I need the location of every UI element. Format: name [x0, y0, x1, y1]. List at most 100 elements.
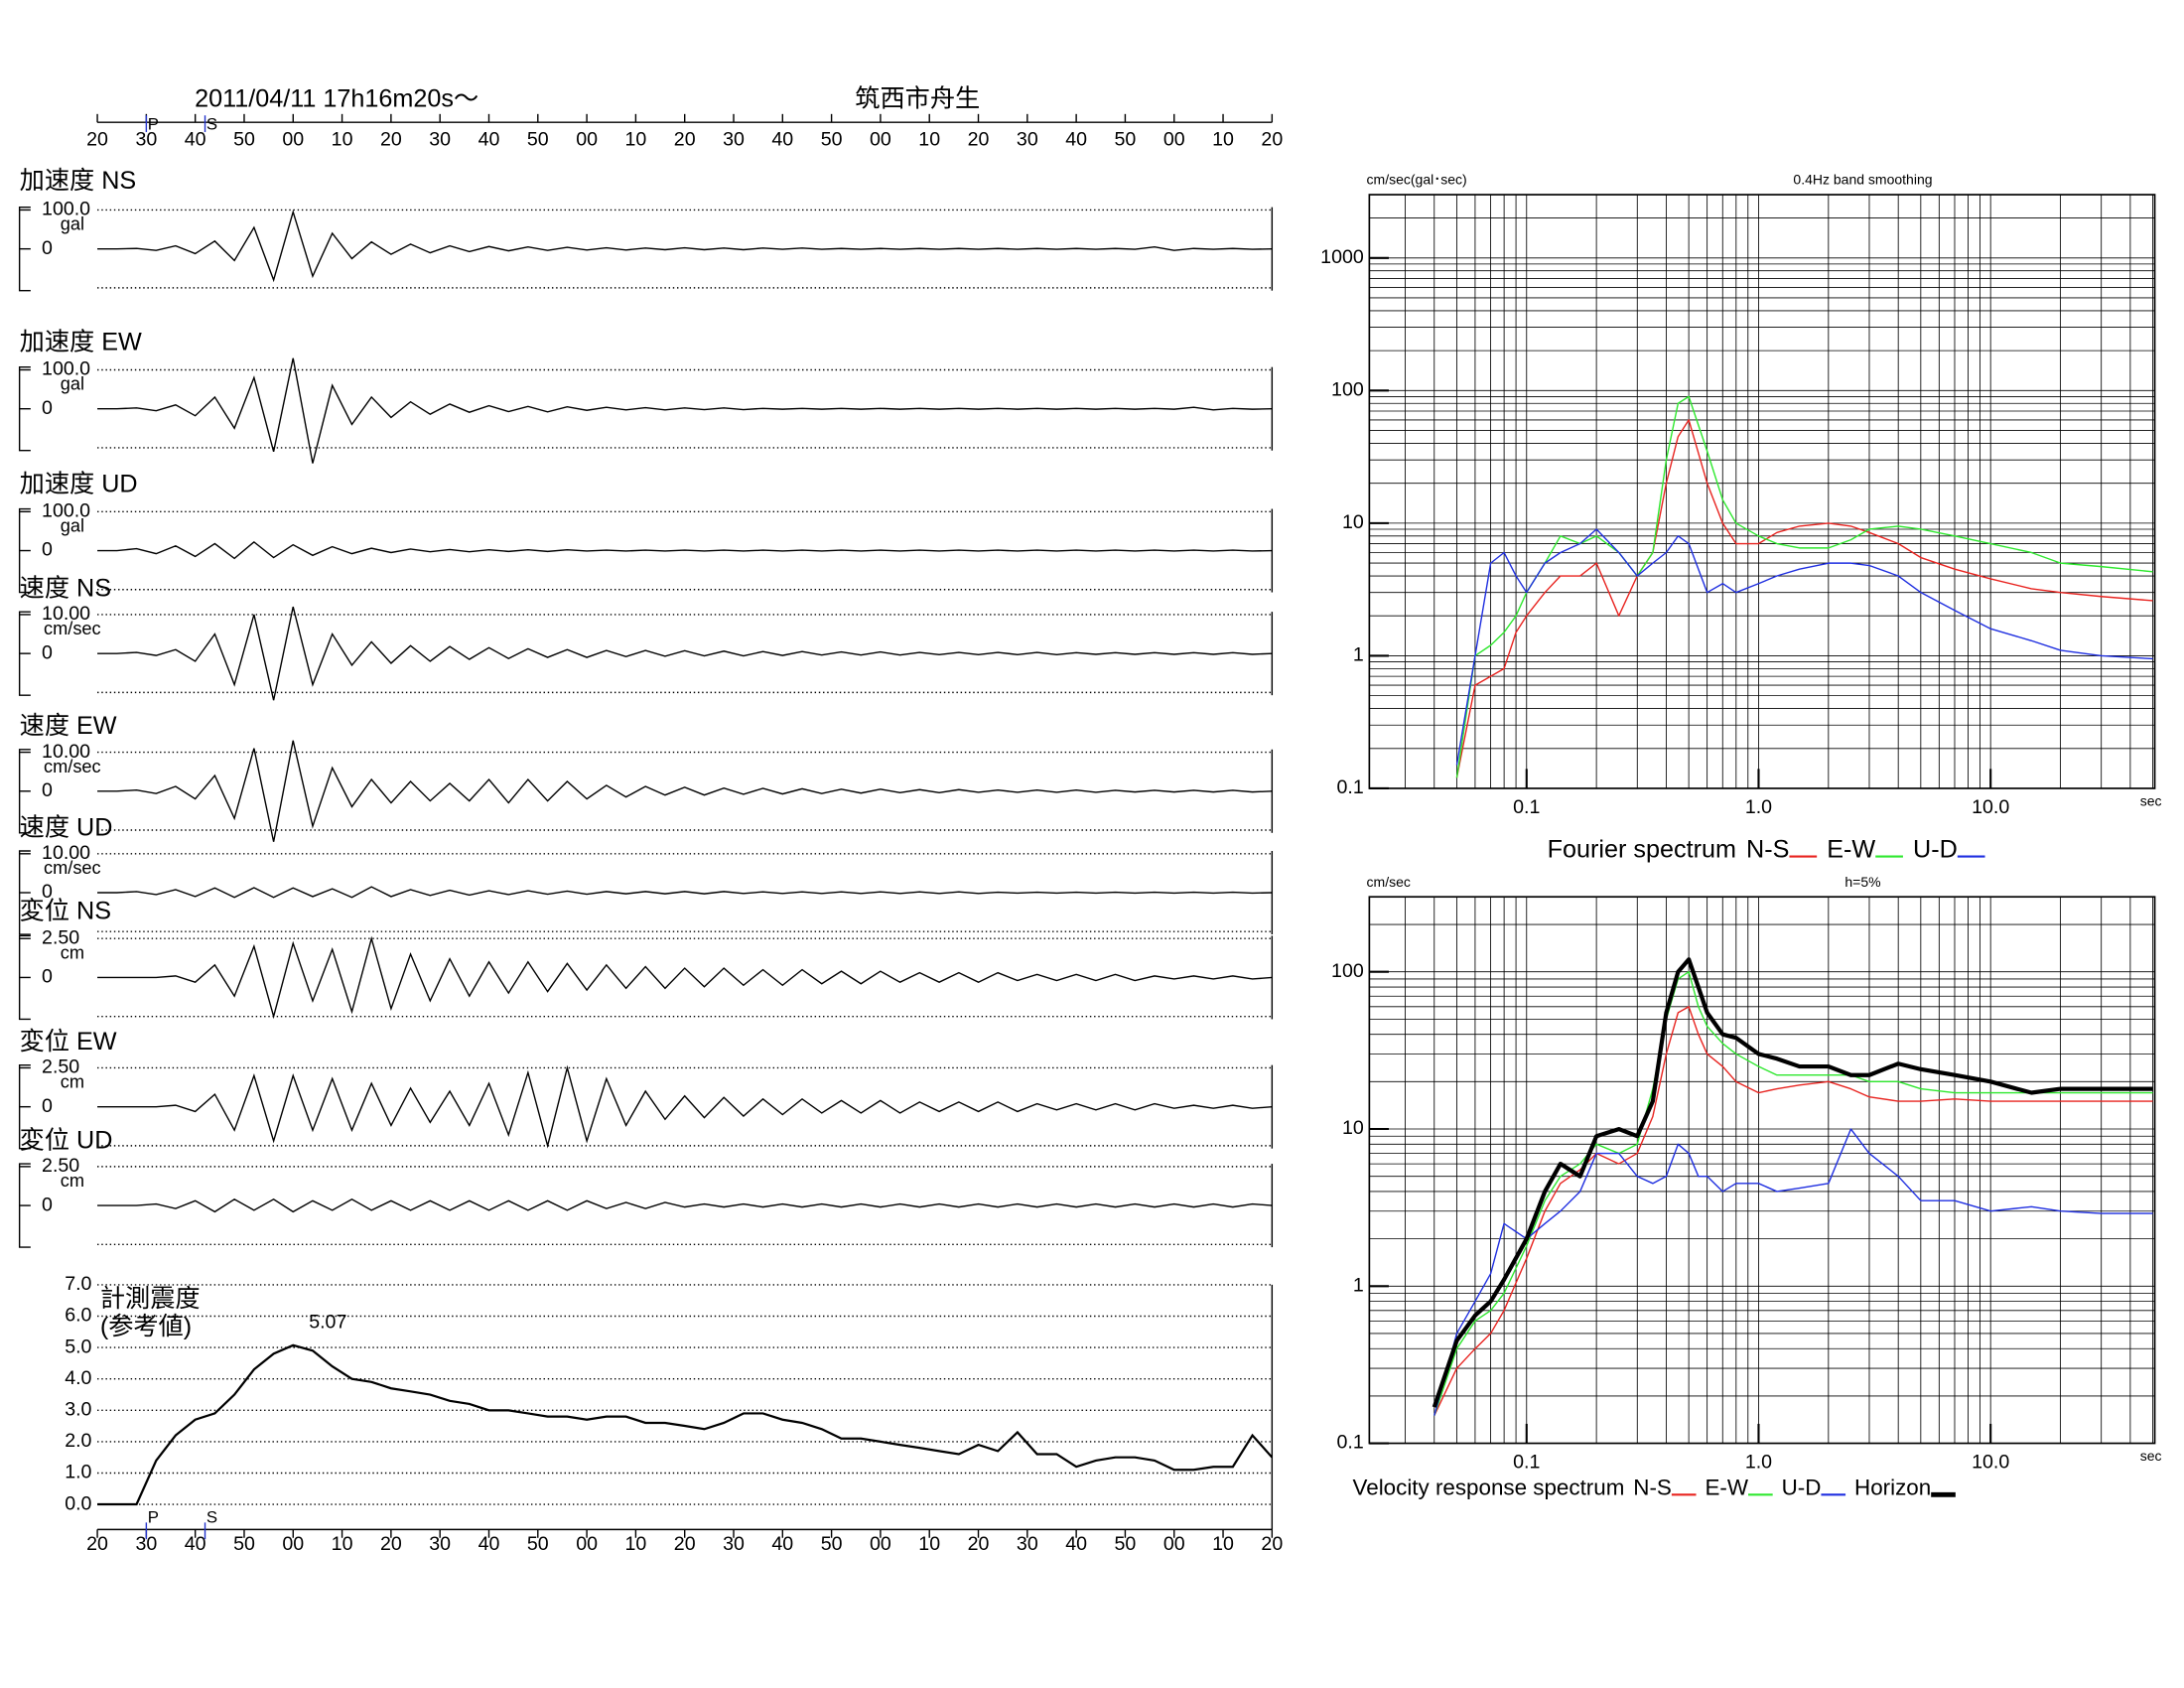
time-tick-label: 00 — [1163, 1533, 1185, 1555]
y-tick-label: 1.0 — [65, 1462, 91, 1483]
time-tick-label: 30 — [1017, 129, 1038, 151]
time-tick-label: 10 — [625, 1533, 647, 1555]
time-tick-label: 40 — [1065, 129, 1087, 151]
time-tick-label: 20 — [1261, 1533, 1283, 1555]
time-tick-label: 30 — [135, 129, 157, 151]
waveform — [97, 209, 1273, 283]
time-tick-label: 50 — [821, 129, 843, 151]
time-tick-label: 30 — [1017, 1533, 1038, 1555]
y-tick-label: 1 — [1353, 1274, 1364, 1296]
panel-title: 加速度 NS — [20, 167, 137, 195]
time-tick-label: 50 — [527, 129, 549, 151]
time-tick-label: 20 — [1261, 129, 1283, 151]
spectrum-line — [1432, 957, 2153, 1408]
x-tick-label: 0.1 — [1513, 796, 1540, 818]
time-tick-label: 10 — [332, 129, 353, 151]
y-tick-label: 0 — [42, 881, 53, 903]
spectrum-line — [1433, 1006, 2153, 1416]
time-tick-label: 10 — [918, 1533, 940, 1555]
time-tick-label: 20 — [380, 129, 402, 151]
time-tick-label: 40 — [771, 1533, 793, 1555]
y-tick-label: 2.50 — [42, 926, 79, 948]
y-tick-label: 6.0 — [65, 1305, 91, 1327]
time-tick-label: 20 — [380, 1533, 402, 1555]
time-tick-label: 50 — [1115, 129, 1137, 151]
y-tick-label: 0 — [42, 1095, 53, 1117]
time-tick-label: 00 — [1163, 129, 1185, 151]
time-tick-label: 40 — [478, 129, 500, 151]
y-tick-label: 0.1 — [1337, 776, 1364, 798]
y-tick-label: 7.0 — [65, 1273, 91, 1295]
time-tick-label: 20 — [86, 1533, 108, 1555]
y-tick-label: 100 — [1331, 960, 1364, 982]
spectrum-line — [1433, 970, 2153, 1416]
spectrum-line — [1455, 395, 2153, 778]
panel-unit: gal — [61, 214, 84, 234]
panel-title: 変位 UD — [20, 1126, 113, 1154]
y-tick-label: 0 — [42, 779, 53, 801]
panel-unit: cm — [61, 1171, 84, 1191]
y-tick-label: 0 — [42, 539, 53, 561]
panel-title: 変位 NS — [20, 897, 111, 924]
y-tick-label: 0 — [42, 1194, 53, 1215]
phase-label: S — [206, 114, 217, 133]
plot-frame — [1368, 896, 2156, 1445]
time-tick-label: 50 — [527, 1533, 549, 1555]
time-tick-label: 00 — [870, 1533, 891, 1555]
panel-title: 速度 UD — [20, 813, 113, 841]
time-tick-label: 00 — [870, 129, 891, 151]
time-tick-label: 30 — [429, 1533, 451, 1555]
y-tick-label: 10.00 — [42, 603, 90, 625]
panel-subtitle: (参考値) — [100, 1313, 192, 1340]
y-tick-label: 2.50 — [42, 1155, 79, 1177]
waveform — [97, 606, 1273, 701]
plot-frame — [1368, 194, 2156, 789]
time-tick-label: 20 — [674, 129, 696, 151]
y-tick-label: 10 — [1342, 511, 1364, 533]
x-tick-label: 0.1 — [1513, 1451, 1540, 1473]
legend-label: E-W — [1705, 1476, 1748, 1500]
legend-label: U-D — [1782, 1476, 1822, 1500]
time-tick-label: 30 — [723, 1533, 745, 1555]
spectrum-line — [1433, 1128, 2153, 1416]
legend-label: E-W — [1827, 836, 1875, 864]
panel-title: 速度 NS — [20, 574, 111, 602]
x-axis-label: sec — [2140, 1448, 2162, 1464]
time-tick-label: 30 — [135, 1533, 157, 1555]
legend-title: Fourier spectrum — [1548, 836, 1736, 864]
time-tick-label: 30 — [723, 129, 745, 151]
y-tick-label: 1 — [1353, 644, 1364, 666]
time-tick-label: 50 — [1115, 1533, 1137, 1555]
panel-title: 変位 EW — [20, 1028, 117, 1055]
time-tick-label: 40 — [185, 1533, 206, 1555]
panel-unit: cm/sec — [44, 619, 101, 638]
panel-title: 速度 EW — [20, 712, 117, 740]
y-tick-label: 0.1 — [1337, 1432, 1364, 1454]
waveform — [97, 935, 1273, 1020]
panel-title: 加速度 EW — [20, 329, 142, 356]
y-tick-label: 0.0 — [65, 1492, 91, 1514]
header-station: 筑西市舟生 — [855, 84, 980, 112]
time-tick-label: 20 — [968, 129, 990, 151]
time-tick-label: 40 — [185, 129, 206, 151]
time-tick-label: 10 — [918, 129, 940, 151]
spectrum-line — [1455, 528, 2153, 766]
waveform — [97, 357, 1273, 464]
time-tick-label: 10 — [332, 1533, 353, 1555]
time-tick-label: 20 — [968, 1533, 990, 1555]
panel-unit: cm — [61, 942, 84, 962]
y-axis-label: cm/sec(gal･sec) — [1367, 172, 1467, 188]
waveform — [97, 1064, 1273, 1149]
time-tick-label: 10 — [1212, 1533, 1234, 1555]
x-tick-label: 10.0 — [1972, 796, 2009, 818]
panel-unit: cm/sec — [44, 858, 101, 878]
panel-title: 計測震度 — [100, 1285, 201, 1313]
legend-label: U-D — [1913, 836, 1958, 864]
x-axis-label: sec — [2140, 793, 2162, 809]
time-tick-label: 20 — [86, 129, 108, 151]
x-tick-label: 10.0 — [1972, 1451, 2009, 1473]
y-tick-label: 5.0 — [65, 1336, 91, 1357]
y-tick-label: 100 — [1331, 378, 1364, 400]
